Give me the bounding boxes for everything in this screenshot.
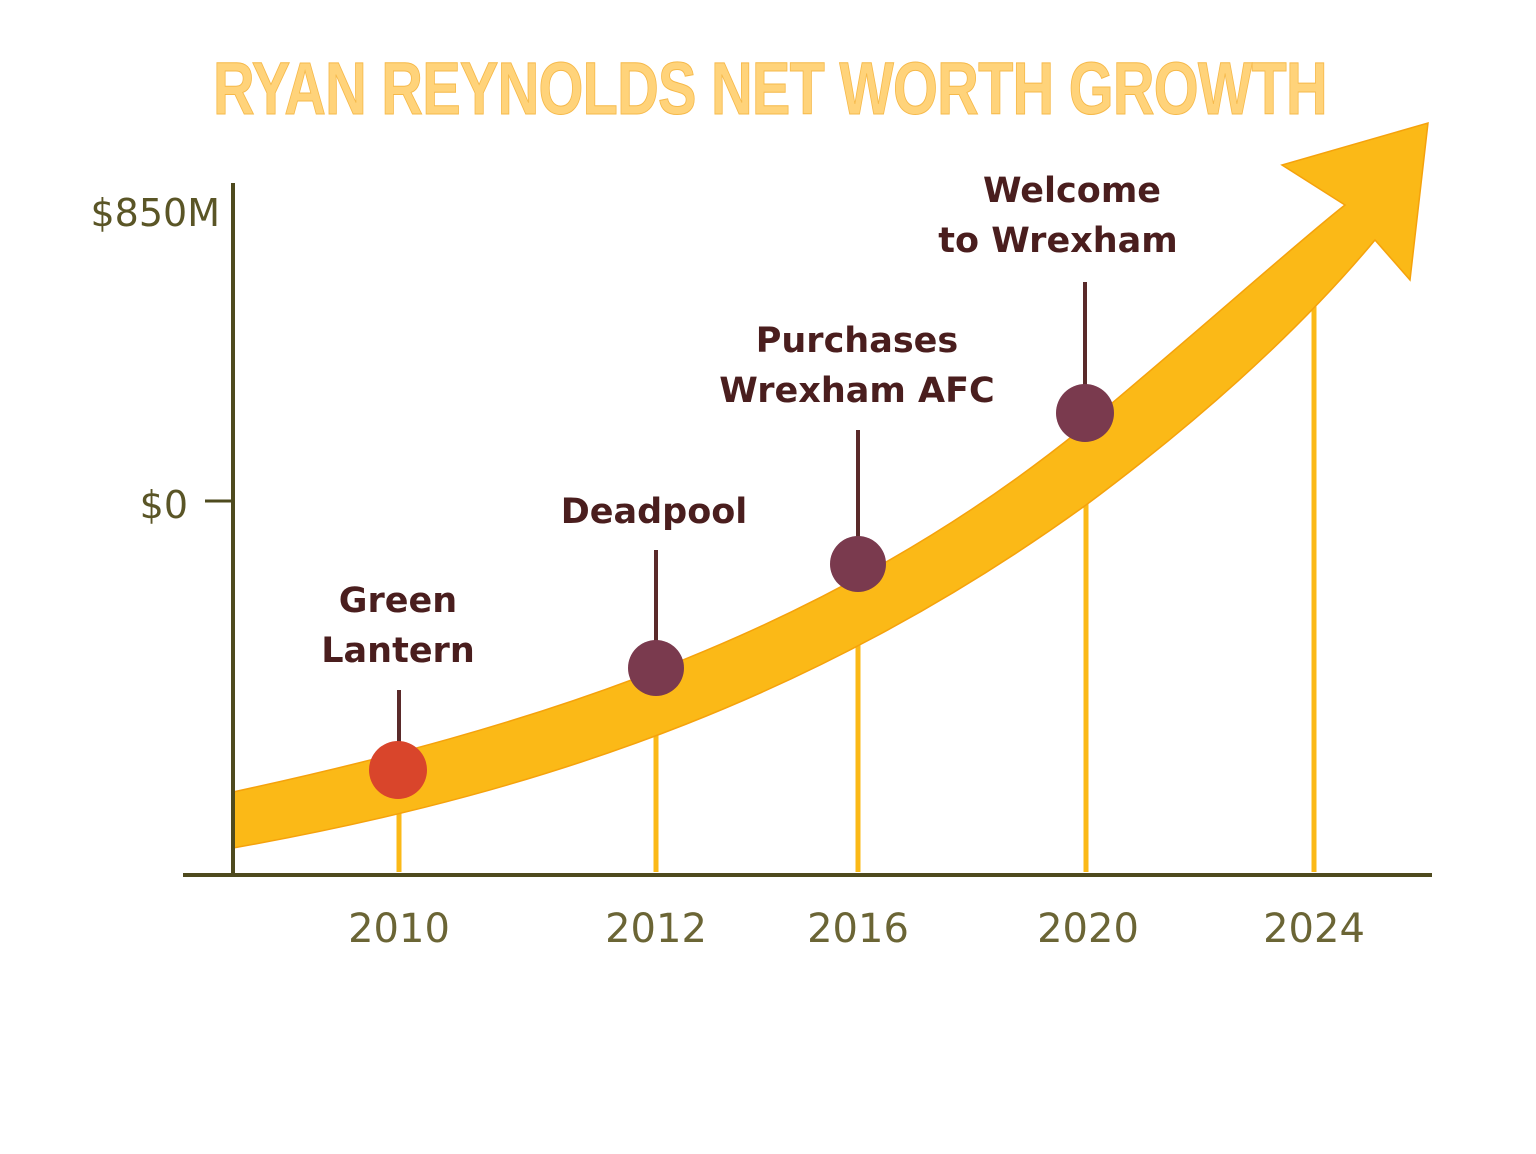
chart-title: RYAN REYNOLDS NET WORTH GROWTH	[213, 47, 1328, 130]
x-tick-label: 2024	[1263, 906, 1365, 952]
event-marker-green-lantern	[369, 741, 427, 799]
growth-arrow	[232, 121, 1429, 849]
event-label-green-lantern: Green Lantern	[321, 581, 474, 671]
y-tick-label-max: $850M	[91, 191, 221, 235]
svg-text:Deadpool: Deadpool	[561, 492, 748, 532]
x-tick-label: 2010	[348, 906, 450, 952]
event-label-wrexham-purchase: Purchases Wrexham AFC	[719, 321, 994, 411]
event-label-deadpool: Deadpool	[561, 492, 748, 532]
svg-text:Wrexham AFC: Wrexham AFC	[719, 371, 994, 411]
svg-text:Purchases: Purchases	[756, 321, 959, 361]
y-tick-label-zero: $0	[140, 483, 188, 527]
x-tick-label: 2020	[1037, 906, 1139, 952]
svg-text:Lantern: Lantern	[321, 631, 474, 671]
svg-text:to Wrexham: to Wrexham	[938, 221, 1178, 261]
event-marker-deadpool	[628, 640, 684, 696]
svg-text:Green: Green	[339, 581, 457, 621]
event-label-welcome-to-wrexham: Welcome to Wrexham	[938, 171, 1178, 261]
event-marker-wrexham-purchase	[830, 536, 886, 592]
x-tick-label: 2016	[807, 906, 909, 952]
event-stems	[397, 282, 1087, 745]
event-marker-welcome-to-wrexham	[1056, 384, 1114, 442]
x-tick-label: 2012	[605, 906, 707, 952]
svg-text:Welcome: Welcome	[983, 171, 1161, 211]
